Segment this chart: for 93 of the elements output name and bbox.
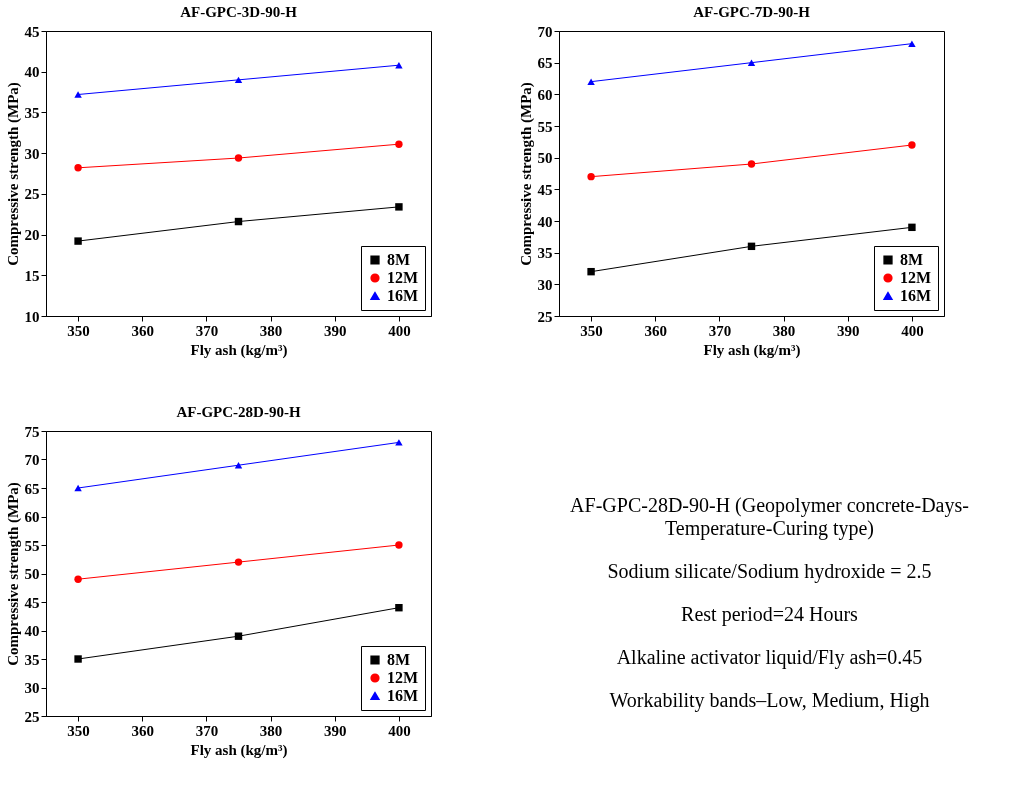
y-tick-label: 30: [24, 680, 40, 696]
text: Sodium silicate/Sodium hydroxide = 2.5: [607, 559, 932, 583]
point: [234, 632, 243, 640]
point: [587, 172, 595, 181]
point: [587, 78, 595, 85]
x-tick-label: 380: [772, 322, 796, 339]
y-tick-label: 70: [537, 23, 553, 40]
x-tick-label: 390: [324, 722, 347, 739]
text: Workability bands–Low, Medium, High: [609, 688, 930, 712]
y-axis-title: Compressive strength (MPa): [4, 82, 22, 266]
y-tick-label: 35: [24, 104, 40, 121]
point: [74, 164, 82, 172]
y-tick-label: 65: [537, 55, 553, 72]
y-tick-label: 40: [537, 213, 553, 230]
legend-label: 8M: [900, 251, 924, 268]
legend-label: 12M: [900, 269, 932, 286]
y-tick-label: 40: [24, 623, 40, 639]
x-tick-label: 390: [837, 322, 860, 339]
y-tick-label: 45: [24, 23, 40, 40]
y-tick-label: 45: [24, 594, 40, 611]
point: [74, 91, 82, 98]
legend-label: 16M: [387, 287, 419, 304]
x-tick-label: 360: [131, 322, 154, 339]
point: [234, 461, 243, 469]
x-tick-label: 350: [580, 322, 603, 339]
y-tick-label: 30: [537, 276, 553, 293]
point: [908, 141, 916, 149]
y-tick-label: 50: [537, 150, 553, 167]
legend-label: 12M: [387, 669, 419, 686]
x-tick-label: 350: [67, 722, 90, 739]
x-tick-label: 380: [259, 722, 283, 739]
x-axis-title: Fly ash (kg/m³): [190, 341, 288, 359]
legend-label: 8M: [387, 251, 411, 268]
point: [747, 160, 756, 168]
point: [395, 439, 403, 446]
y-tick-label: 45: [537, 181, 553, 198]
x-axis-title: Fly ash (kg/m³): [190, 741, 288, 759]
y-tick-label: 25: [537, 308, 553, 325]
point: [587, 267, 595, 276]
x-tick-label: 390: [324, 322, 347, 339]
chart-title: AF-GPC-3D-90-H: [180, 4, 298, 20]
x-tick-label: 360: [131, 722, 154, 739]
x-tick-label: 350: [67, 322, 90, 339]
y-tick-label: 40: [24, 64, 40, 81]
point: [395, 603, 403, 612]
y-tick-label: 60: [537, 86, 553, 103]
text: Alkaline activator liquid/Fly ash=0.45: [616, 645, 923, 669]
x-tick-label: 370: [195, 322, 219, 339]
x-axis-title: Fly ash (kg/m³): [703, 341, 801, 359]
legend-label: 8M: [387, 651, 411, 668]
legend-label: 16M: [900, 287, 932, 304]
y-tick-label: 35: [24, 651, 40, 668]
x-tick-label: 400: [388, 322, 411, 339]
y-tick-label: 20: [24, 227, 40, 244]
legend-label: 16M: [387, 687, 419, 704]
point: [234, 154, 243, 162]
text: AF-GPC-28D-90-H (Geopolymer concrete-Days-Temperature-Curing type): [569, 493, 970, 540]
y-tick-label: 55: [24, 537, 40, 554]
text: Rest period=24 Hours: [681, 602, 858, 626]
y-tick-label: 70: [24, 452, 40, 468]
x-tick-label: 360: [644, 322, 667, 339]
point: [395, 541, 403, 549]
y-tick-label: 50: [24, 566, 40, 582]
y-tick-label: 25: [24, 708, 40, 725]
y-axis-title: Compressive strength (MPa): [517, 82, 535, 266]
y-tick-label: 35: [537, 245, 553, 262]
point: [74, 575, 82, 583]
point: [234, 558, 243, 566]
x-tick-label: 400: [901, 322, 924, 339]
y-tick-label: 25: [24, 186, 40, 203]
point: [74, 237, 82, 245]
y-tick-label: 65: [24, 480, 40, 497]
point: [74, 655, 82, 663]
point: [908, 40, 916, 47]
x-tick-label: 370: [195, 722, 219, 739]
chart-title: AF-GPC-7D-90-H: [693, 4, 811, 20]
point: [395, 140, 403, 148]
point: [395, 203, 403, 211]
y-tick-label: 10: [24, 308, 40, 325]
y-tick-label: 55: [537, 118, 553, 135]
point: [234, 76, 243, 84]
legend-label: 12M: [387, 269, 419, 286]
y-tick-label: 75: [24, 423, 40, 440]
x-tick-label: 380: [259, 322, 283, 339]
point: [908, 223, 916, 232]
y-tick-label: 15: [24, 267, 40, 284]
y-tick-label: 60: [24, 509, 40, 525]
y-tick-label: 30: [24, 145, 40, 162]
chart-title: AF-GPC-28D-90-H: [176, 404, 301, 420]
point: [747, 59, 756, 66]
x-tick-label: 400: [388, 722, 411, 739]
y-axis-title: Compressive strength (MPa): [4, 482, 22, 666]
x-tick-label: 370: [708, 322, 732, 339]
